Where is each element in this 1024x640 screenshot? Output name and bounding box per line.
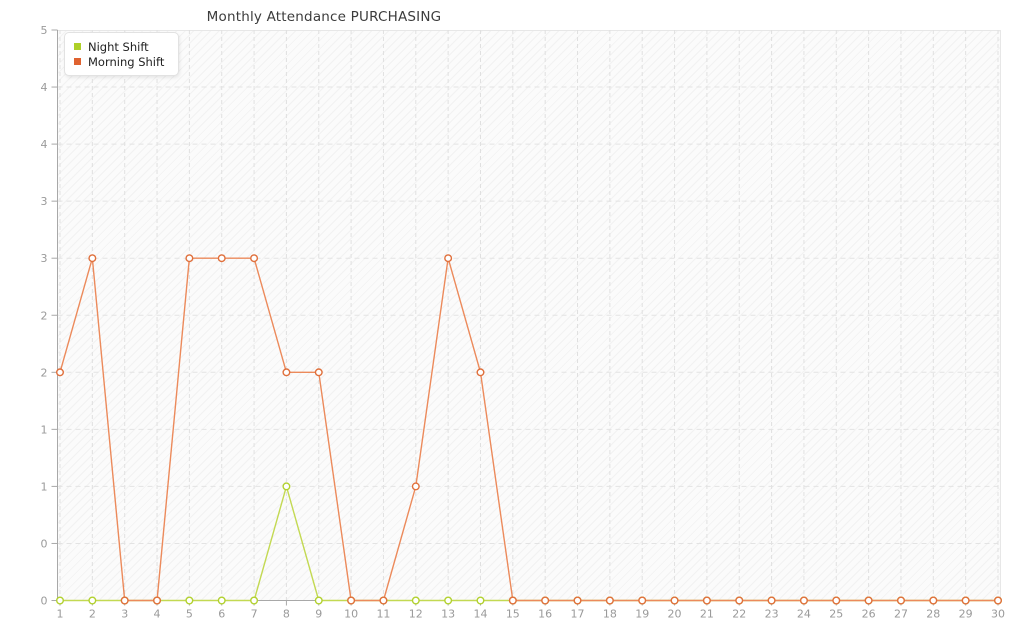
data-point-morning-shift [638, 596, 647, 605]
data-point-morning-shift [605, 596, 614, 605]
data-point-morning-shift [832, 596, 841, 605]
x-tick-label: 19 [635, 608, 649, 621]
x-axis-ticks-and-labels: 1 2 3 4 5 6 7 8 9 10 11 12 13 14 15 16 17 18 19 20 21 22 23 24 2… [57, 600, 1005, 621]
data-point-night-shift [476, 596, 485, 605]
x-tick-label: 3 [121, 608, 128, 621]
data-point-morning-shift [994, 596, 1003, 605]
x-tick-label: 17 [571, 608, 585, 621]
x-tick-label: 24 [797, 608, 811, 621]
data-point-night-shift [217, 596, 226, 605]
data-point-morning-shift [250, 254, 259, 263]
x-tick-label: 9 [315, 608, 322, 621]
x-tick-label: 30 [991, 608, 1005, 621]
x-tick-label: 13 [441, 608, 455, 621]
legend-item-night-shift: Night Shift [74, 39, 164, 54]
legend-label: Morning Shift [88, 54, 165, 69]
x-tick-label: 10 [344, 608, 358, 621]
data-point-night-shift [444, 596, 453, 605]
data-point-night-shift [250, 596, 259, 605]
data-point-morning-shift [379, 596, 388, 605]
y-tick-label: 1 [41, 423, 48, 436]
x-tick-label: 25 [829, 608, 843, 621]
data-point-morning-shift [120, 596, 129, 605]
data-point-morning-shift [670, 596, 679, 605]
x-tick-label: 1 [57, 608, 64, 621]
data-point-morning-shift [411, 482, 420, 491]
data-point-morning-shift [444, 254, 453, 263]
data-point-morning-shift [217, 254, 226, 263]
data-point-morning-shift [735, 596, 744, 605]
data-point-night-shift [282, 482, 291, 491]
data-point-night-shift [185, 596, 194, 605]
data-point-morning-shift [476, 368, 485, 377]
x-tick-label: 21 [700, 608, 714, 621]
data-point-morning-shift [573, 596, 582, 605]
x-tick-label: 23 [765, 608, 779, 621]
data-point-morning-shift [541, 596, 550, 605]
x-tick-label: 26 [862, 608, 876, 621]
data-point-morning-shift [896, 596, 905, 605]
x-tick-label: 6 [218, 608, 225, 621]
x-tick-label: 11 [376, 608, 390, 621]
x-tick-label: 29 [959, 608, 973, 621]
horizontal-gridlines [57, 86, 1001, 544]
data-point-morning-shift [153, 596, 162, 605]
data-point-night-shift [88, 596, 97, 605]
y-tick-label: 2 [41, 309, 48, 322]
x-tick-label: 8 [283, 608, 290, 621]
y-tick-label: 0 [41, 595, 48, 608]
y-tick-label: 1 [41, 480, 48, 493]
data-point-morning-shift [702, 596, 711, 605]
x-tick-label: 2 [89, 608, 96, 621]
y-tick-label: 2 [41, 366, 48, 379]
x-tick-label: 5 [186, 608, 193, 621]
data-point-night-shift [314, 596, 323, 605]
data-point-night-shift [411, 596, 420, 605]
legend-item-morning-shift: Morning Shift [74, 54, 164, 69]
y-tick-label: 0 [41, 537, 48, 550]
data-point-night-shift [56, 596, 65, 605]
chart-title: Monthly Attendance PURCHASING [206, 9, 442, 25]
data-point-morning-shift [314, 368, 323, 377]
data-point-morning-shift [799, 596, 808, 605]
x-tick-label: 14 [473, 608, 487, 621]
y-tick-label: 4 [41, 81, 48, 94]
y-tick-label: 3 [41, 252, 48, 265]
data-point-morning-shift [347, 596, 356, 605]
x-tick-label: 4 [154, 608, 161, 621]
x-tick-label: 18 [603, 608, 617, 621]
x-tick-label: 7 [251, 608, 258, 621]
data-point-morning-shift [185, 254, 194, 263]
night-shift-swatch-icon [74, 43, 81, 50]
legend-label: Night Shift [88, 39, 149, 54]
x-tick-label: 28 [926, 608, 940, 621]
data-point-morning-shift [767, 596, 776, 605]
series-line-morning-shift [59, 257, 998, 602]
chart-legend: Night Shift Morning Shift [64, 32, 180, 76]
data-point-morning-shift [929, 596, 938, 605]
x-tick-label: 12 [409, 608, 423, 621]
y-tick-label: 4 [41, 138, 48, 151]
y-axis-ticks-and-labels: 0 0 1 1 2 2 3 3 4 4 5 [41, 24, 58, 608]
x-tick-label: 15 [506, 608, 520, 621]
data-point-morning-shift [864, 596, 873, 605]
x-tick-label: 20 [668, 608, 682, 621]
data-point-morning-shift [961, 596, 970, 605]
series-morning-shift [56, 254, 1003, 605]
data-point-morning-shift [282, 368, 291, 377]
data-point-morning-shift [508, 596, 517, 605]
morning-shift-swatch-icon [74, 58, 81, 65]
x-tick-label: 16 [538, 608, 552, 621]
y-tick-label: 3 [41, 195, 48, 208]
data-point-morning-shift [88, 254, 97, 263]
y-tick-label: 5 [41, 24, 48, 37]
data-point-morning-shift [56, 368, 65, 377]
x-tick-label: 22 [732, 608, 746, 621]
x-tick-label: 27 [894, 608, 908, 621]
